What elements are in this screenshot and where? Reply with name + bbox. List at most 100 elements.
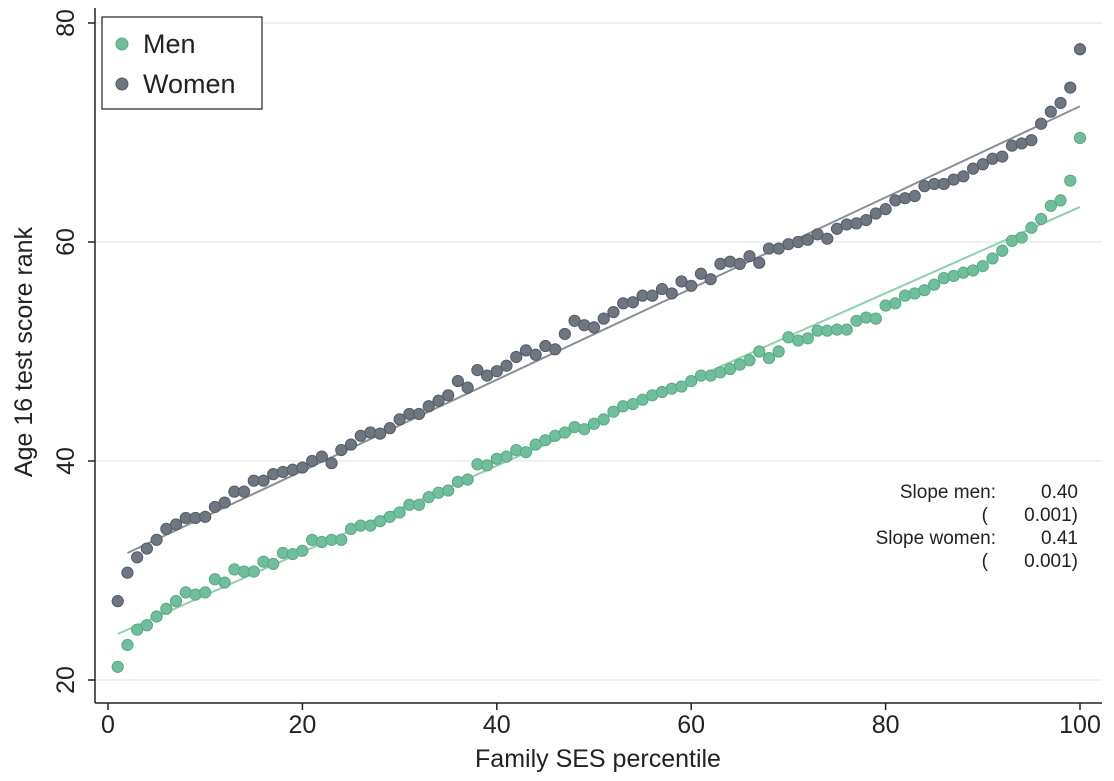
point-women-40	[490, 365, 503, 378]
fit-line-women	[127, 105, 1081, 554]
point-women-65	[733, 257, 746, 270]
legend: Men Women	[101, 16, 263, 110]
point-men-32	[412, 498, 426, 511]
point-women-32	[412, 407, 426, 421]
point-women-56	[646, 289, 659, 302]
point-women-2	[121, 566, 134, 579]
point-men-99	[1064, 174, 1077, 187]
point-men-5	[150, 610, 163, 623]
x-axis-title: Family SES percentile	[475, 745, 721, 773]
point-men-52	[607, 405, 620, 418]
point-women-29	[383, 422, 396, 435]
point-women-44	[529, 348, 542, 361]
point-women-24	[335, 443, 348, 457]
point-women-98	[1054, 96, 1067, 110]
slope-annotation: Slope men: 0.40 ( 0.001) Slope women: 0.…	[876, 482, 1078, 572]
legend-box	[101, 16, 263, 110]
point-women-37	[461, 381, 474, 394]
legend-marker-men	[115, 37, 129, 51]
point-women-36	[451, 374, 465, 388]
point-women-52	[607, 305, 620, 319]
point-women-35	[442, 389, 455, 402]
point-women-97	[1044, 105, 1057, 118]
point-women-5	[150, 533, 163, 546]
legend-label-men: Men	[143, 29, 196, 59]
point-women-96	[1035, 117, 1048, 130]
point-women-100	[1073, 43, 1087, 56]
point-women-80	[879, 203, 892, 216]
point-women-83	[908, 189, 921, 203]
point-men-67	[753, 345, 766, 358]
annotation-row3-label: Slope women:	[876, 528, 996, 549]
point-women-42	[510, 350, 523, 364]
point-women-66	[743, 250, 756, 263]
point-women-28	[374, 427, 387, 440]
point-women-95	[1025, 134, 1038, 147]
point-women-60	[685, 279, 698, 292]
annotation-row4-value: 0.001)	[1024, 551, 1078, 572]
series-men	[111, 131, 1087, 673]
x-ticks: 0 20 40 60 80 100	[101, 703, 1101, 739]
point-men-90	[976, 259, 989, 273]
point-women-74	[821, 232, 834, 245]
point-women-67	[753, 256, 766, 269]
x-tick-label-60: 60	[677, 711, 705, 739]
point-men-59	[675, 380, 688, 393]
point-women-34	[432, 394, 445, 407]
point-men-6	[160, 602, 173, 615]
point-men-85	[928, 278, 941, 291]
point-men-15	[247, 565, 260, 578]
point-men-79	[869, 312, 882, 325]
point-men-95	[1025, 221, 1038, 234]
gridlines	[96, 22, 1102, 681]
y-tick-label-80: 80	[52, 9, 80, 37]
point-women-99	[1064, 81, 1077, 94]
x-tick-label-80: 80	[872, 711, 900, 739]
point-women-41	[500, 359, 513, 372]
point-men-10	[199, 586, 212, 599]
point-women-33	[422, 400, 435, 413]
y-tick-label-60: 60	[52, 228, 80, 256]
legend-label-women: Women	[143, 69, 236, 99]
point-men-84	[918, 284, 931, 297]
point-women-12	[218, 496, 231, 509]
point-men-1	[111, 660, 124, 673]
point-men-96	[1035, 212, 1048, 226]
point-men-30	[393, 506, 406, 519]
annotation-row2-value: 0.001)	[1024, 505, 1078, 526]
point-women-51	[597, 312, 610, 325]
point-men-24	[335, 533, 348, 546]
annotation-row4-label: (	[982, 551, 989, 572]
point-women-47	[558, 327, 571, 341]
point-men-94	[1015, 231, 1028, 244]
point-men-4	[140, 619, 153, 632]
point-men-68	[762, 351, 776, 365]
annotation-row3-value: 0.41	[1041, 528, 1078, 549]
point-men-51	[597, 413, 610, 426]
y-tick-label-40: 40	[52, 447, 80, 475]
point-women-20	[296, 461, 309, 474]
point-women-38	[471, 364, 484, 377]
point-men-72	[801, 332, 814, 345]
x-tick-label-20: 20	[288, 711, 316, 739]
x-tick-label-100: 100	[1059, 711, 1101, 739]
point-men-20	[296, 544, 309, 557]
annotation-row2-label: (	[982, 505, 989, 526]
point-women-7	[169, 518, 183, 531]
point-women-30	[393, 413, 406, 426]
y-axis-title: Age 16 test score rank	[10, 226, 38, 477]
point-women-88	[957, 170, 970, 183]
point-women-72	[801, 233, 814, 246]
point-men-100	[1073, 131, 1087, 145]
y-ticks: 20 40 60 80	[52, 9, 95, 694]
point-women-58	[665, 287, 678, 300]
point-men-41	[500, 450, 513, 463]
x-tick-label-40: 40	[483, 711, 511, 739]
point-men-91	[986, 252, 999, 265]
point-men-60	[685, 374, 698, 388]
point-men-69	[772, 345, 785, 358]
point-men-39	[480, 459, 494, 472]
point-women-46	[549, 343, 562, 356]
